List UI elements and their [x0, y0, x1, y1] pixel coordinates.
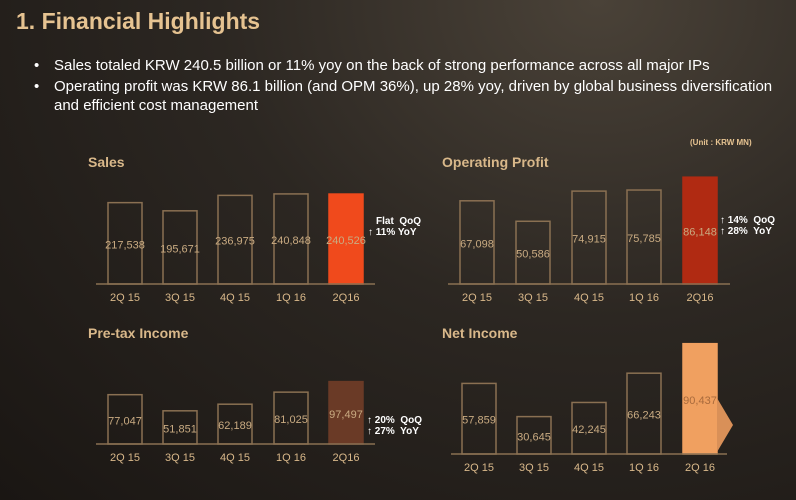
bar-value-label: 66,243 [627, 410, 661, 422]
bar-value-label: 50,586 [516, 249, 550, 261]
category-label: 2Q 16 [685, 462, 715, 474]
bullet-item: Operating profit was KRW 86.1 billion (a… [34, 77, 794, 115]
bar-value-label: 90,437 [683, 395, 717, 407]
category-label: 4Q 15 [574, 292, 604, 304]
category-label: 2Q 15 [110, 292, 140, 304]
yoy-note: ↑ 11% YoY [368, 227, 417, 238]
category-label: 1Q 16 [629, 462, 659, 474]
bar-value-label: 62,189 [218, 420, 252, 432]
category-label: 2Q 15 [464, 462, 494, 474]
category-label: 2Q16 [333, 452, 360, 464]
bar-value-label: 57,859 [462, 415, 496, 427]
bar [682, 342, 718, 455]
bar-value-label: 97,497 [329, 409, 363, 421]
unit-label: (Unit : KRW MN) [690, 138, 752, 147]
bar-value-label: 51,851 [163, 423, 197, 435]
bar-value-label: 30,645 [517, 431, 551, 443]
bar-value-label: 77,047 [108, 415, 142, 427]
op-growth-note: ↑ 14% QoQ ↑ 28% YoY [720, 215, 775, 237]
category-label: 4Q 15 [220, 452, 250, 464]
bar-value-label: 240,848 [271, 235, 311, 247]
bar-value-label: 42,245 [572, 424, 606, 436]
bar [682, 176, 718, 285]
yoy-note: ↑ 27% YoY [367, 426, 419, 437]
yoy-note: ↑ 28% YoY [720, 226, 772, 237]
category-label: 3Q 15 [518, 292, 548, 304]
bar-value-label: 81,025 [274, 414, 308, 426]
bar [328, 193, 364, 285]
op-chart-title: Operating Profit [442, 154, 549, 170]
bar-value-label: 195,671 [160, 243, 200, 255]
category-label: 2Q16 [333, 292, 360, 304]
sales-growth-note: Flat QoQ ↑ 11% YoY [368, 216, 421, 238]
category-label: 1Q 16 [276, 292, 306, 304]
bar-value-label: 75,785 [627, 233, 661, 245]
bar-value-label: 240,526 [326, 235, 366, 247]
bar-value-label: 67,098 [460, 238, 494, 250]
category-label: 3Q 15 [165, 452, 195, 464]
pretax-growth-note: ↑ 20% QoQ ↑ 27% YoY [367, 415, 422, 437]
bullet-list: Sales totaled KRW 240.5 billion or 11% y… [34, 56, 794, 117]
sales-chart-title: Sales [88, 154, 125, 170]
category-label: 4Q 15 [220, 292, 250, 304]
category-label: 2Q 15 [110, 452, 140, 464]
net-chart-title: Net Income [442, 325, 518, 341]
category-label: 1Q 16 [629, 292, 659, 304]
category-label: 4Q 15 [574, 462, 604, 474]
category-label: 3Q 15 [165, 292, 195, 304]
pretax-chart-title: Pre-tax Income [88, 325, 189, 341]
bar-value-label: 74,915 [572, 234, 606, 246]
bullet-item: Sales totaled KRW 240.5 billion or 11% y… [34, 56, 794, 75]
page-title: 1. Financial Highlights [16, 8, 261, 34]
bar-value-label: 86,148 [683, 227, 717, 239]
bar-value-label: 236,975 [215, 236, 255, 248]
qoq-note: ↑ 20% QoQ [367, 415, 423, 426]
category-label: 3Q 15 [519, 462, 549, 474]
category-label: 2Q16 [687, 292, 714, 304]
category-label: 1Q 16 [276, 452, 306, 464]
arrow-shape [717, 398, 733, 452]
bar-value-label: 217,538 [105, 239, 145, 251]
category-label: 2Q 15 [462, 292, 492, 304]
qoq-note: Flat QoQ [376, 216, 421, 227]
qoq-note: ↑ 14% QoQ [720, 215, 776, 226]
